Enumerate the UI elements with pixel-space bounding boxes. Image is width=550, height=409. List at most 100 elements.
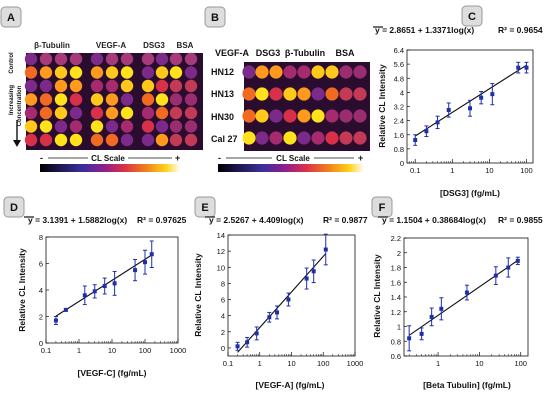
chart-d-point	[53, 318, 58, 323]
panel-a-well	[120, 79, 134, 93]
panel-a-well	[155, 79, 169, 93]
panel-a-arrow-head	[13, 140, 21, 147]
chart-c-point	[424, 129, 429, 134]
panel-b-well	[353, 109, 367, 123]
chart-f-ytick-label: 2	[397, 249, 401, 258]
panel-a-well	[39, 120, 53, 133]
chart-f-ytick-label: 0.8	[391, 337, 401, 346]
panel-b-well	[297, 109, 311, 123]
panel-a-well	[120, 120, 134, 133]
chart-c-point	[524, 65, 529, 70]
panel-a-well	[90, 93, 104, 106]
chart-f: Fy = 1.1504 + 0.38684log(x) R² = 0.9855 0.…	[371, 196, 543, 390]
panel-a-well	[120, 133, 134, 147]
panel-b-well	[311, 109, 325, 123]
panel-a-well	[169, 52, 183, 66]
panel-a-well	[169, 66, 183, 79]
panel-a-well	[169, 93, 183, 106]
chart-e-point	[323, 247, 328, 252]
panel-a: A β-Tubulin VEGF-A DSG3 BSA Control Incr…	[0, 6, 203, 172]
panel-a-well	[105, 106, 119, 120]
chart-c-point	[516, 65, 521, 70]
chart-d-xtick-label: 0.1	[41, 346, 51, 355]
chart-f-ytick-label: 1.6	[391, 278, 401, 287]
chart-d-point	[92, 289, 97, 294]
panel-a-well	[39, 79, 53, 93]
panel-a-well	[69, 120, 83, 133]
panel-a-well	[54, 79, 68, 93]
chart-d-point	[63, 307, 68, 312]
chart-d-point	[82, 293, 87, 298]
panel-b-well	[325, 87, 339, 101]
chart-c-xlabel: [DSG3] (fg/mL)	[440, 188, 500, 198]
panel-b-well	[269, 87, 283, 101]
panel-b-badge-box	[204, 6, 226, 28]
panel-b-well	[242, 131, 256, 145]
chart-f-point	[429, 314, 434, 319]
panel-a-well	[24, 79, 38, 93]
chart-e-xtick-label: 100	[317, 359, 330, 368]
panel-b-col-label-2: β-Tubulin	[285, 48, 325, 58]
panel-a-well	[141, 120, 155, 133]
chart-d: Dy = 3.1391 + 1.5882log(x) R² = 0.97625 0 2…	[3, 196, 187, 378]
chart-c-ytick-label: 1.6	[394, 131, 404, 140]
chart-c-xtick-label: 1	[450, 166, 454, 175]
chart-d-equation: y = 3.1391 + 1.5882log(x)	[28, 215, 127, 225]
panel-b-well	[353, 131, 367, 145]
panel-b-well	[283, 87, 297, 101]
chart-f-ytick-label: 1.2	[391, 308, 401, 317]
chart-d-badge-box	[3, 196, 25, 218]
panel-a-well	[120, 66, 134, 79]
panel-a-row-control: Control	[9, 52, 15, 74]
chart-e-letter: E	[201, 202, 208, 214]
panel-a-well	[24, 133, 38, 147]
panel-b-well	[339, 131, 353, 145]
chart-f-ytick-label: 1.4	[391, 293, 401, 302]
panel-a-col-label-0: β-Tubulin	[34, 41, 70, 50]
panel-a-well	[155, 66, 169, 79]
panel-a-well	[54, 93, 68, 106]
chart-d-r-squared: R² = 0.97625	[137, 215, 187, 225]
panel-a-well	[54, 52, 68, 66]
panel-a-well	[155, 133, 169, 147]
chart-c-ylabel: Relative CL Intensity	[377, 64, 387, 148]
chart-d-point	[102, 284, 107, 289]
panel-b-scale-label: CL Scale	[276, 154, 310, 163]
panel-b-well	[255, 87, 269, 101]
panel-a-well	[105, 52, 119, 66]
chart-e-point	[245, 340, 250, 345]
chart-f-ytick-label: 1	[397, 323, 401, 332]
panel-a-well	[141, 106, 155, 120]
panel-b-well	[311, 87, 325, 101]
chart-d-xlabel: [VEGF-C] (fg/mL)	[78, 368, 147, 378]
chart-d-xtick-label: 100	[139, 346, 152, 355]
panel-b-well	[353, 65, 367, 79]
panel-a-col-label-1: VEGF-A	[96, 41, 126, 50]
chart-c-ytick-label: 2.4	[394, 117, 404, 126]
panel-b-well	[297, 87, 311, 101]
panel-a-cl-scale-bar	[40, 164, 180, 172]
panel-b-scale-plus: +	[358, 153, 363, 163]
chart-d-letter: D	[10, 202, 18, 214]
panel-a-well	[155, 52, 169, 66]
chart-c-point	[435, 120, 440, 125]
panel-a-well	[120, 52, 134, 66]
panel-a-well	[54, 106, 68, 120]
panel-a-badge-box	[0, 6, 22, 28]
chart-panels: Cy = 2.8651 + 1.3371log(x) R² = 0.965400.…	[3, 5, 543, 390]
chart-e-point	[235, 344, 240, 349]
panel-a-well	[39, 133, 53, 147]
chart-c-ytick-label: 0	[400, 159, 404, 168]
panel-b-well	[325, 109, 339, 123]
panel-b-row-label-3: Cal 27	[211, 134, 238, 144]
chart-f-xtick-label: 10	[475, 359, 483, 368]
panel-a-well	[39, 52, 53, 66]
panel-a-well	[90, 52, 104, 66]
panel-a-well	[90, 106, 104, 120]
chart-f-point	[515, 258, 520, 263]
chart-f-letter: F	[379, 202, 386, 214]
chart-e-point	[267, 315, 272, 320]
chart-e-xtick-label: 0.1	[223, 359, 233, 368]
chart-c-badge-box	[461, 5, 483, 27]
chart-e-ylabel: Relative CL Intensity	[193, 253, 203, 337]
